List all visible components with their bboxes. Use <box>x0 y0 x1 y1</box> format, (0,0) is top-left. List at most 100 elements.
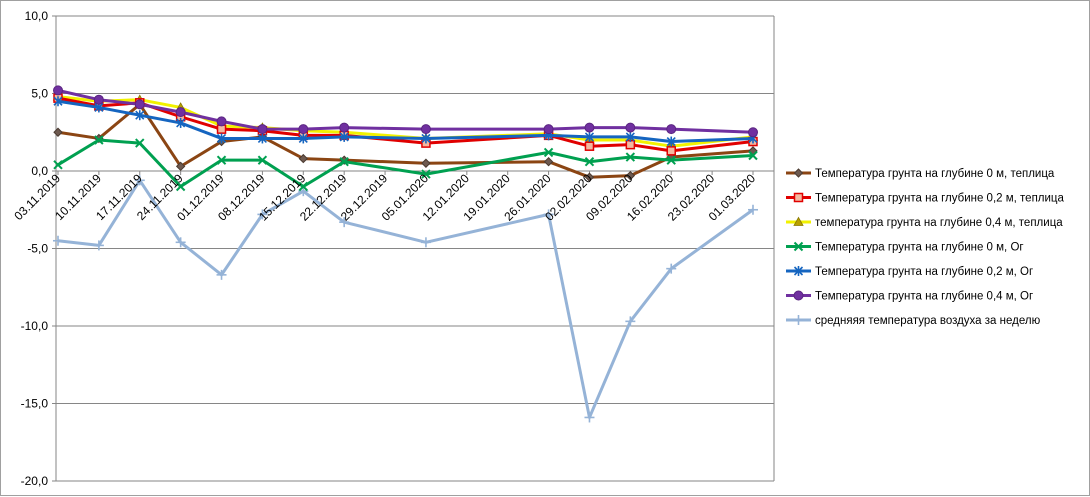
data-point <box>216 116 227 127</box>
data-point <box>53 160 63 170</box>
y-tick-label: -10,0 <box>21 319 49 333</box>
data-point <box>216 155 227 165</box>
legend-label: средняяя температура воздуха за неделю <box>815 315 1041 327</box>
data-point <box>93 240 104 251</box>
data-point <box>625 152 636 162</box>
data-point <box>666 136 676 147</box>
series-6 <box>53 85 758 138</box>
data-point <box>53 235 63 246</box>
data-point <box>175 181 186 192</box>
data-point <box>339 156 349 167</box>
data-point <box>543 156 554 167</box>
data-point <box>543 209 554 220</box>
y-tick-label: 10,0 <box>25 9 49 23</box>
series-lines <box>52 85 759 423</box>
data-point <box>421 158 431 168</box>
data-point <box>298 181 309 192</box>
data-point <box>298 153 309 164</box>
data-point <box>339 217 350 228</box>
series-line <box>57 95 754 148</box>
data-point <box>257 155 268 165</box>
data-point <box>53 96 63 107</box>
data-point <box>257 209 268 220</box>
data-point <box>134 175 145 186</box>
data-point <box>625 170 636 181</box>
legend-item: Температура грунта на глубине 0,4 м, Ог <box>786 290 1033 303</box>
data-point <box>748 150 758 161</box>
series-line <box>57 138 754 188</box>
legend-label: Температура грунта на глубине 0,4 м, Ог <box>815 291 1033 303</box>
data-point <box>420 124 431 135</box>
data-point <box>216 269 227 280</box>
data-point <box>176 117 186 128</box>
legend-label: Температура грунта на глубине 0,2 м, Ог <box>815 266 1033 278</box>
data-point <box>584 131 595 142</box>
data-point <box>543 124 554 135</box>
legend-label: Температура грунта на глубине 0,2 м, теп… <box>815 193 1065 205</box>
data-point <box>584 141 595 151</box>
gridlines <box>56 15 774 482</box>
data-point <box>625 316 636 327</box>
legend-marker <box>793 192 804 203</box>
data-point <box>298 124 309 135</box>
legend-item: Температура грунта на глубине 0,2 м, Ог <box>786 266 1033 278</box>
data-point <box>543 147 554 158</box>
data-point <box>584 412 595 423</box>
legend-item: средняяя температура воздуха за неделю <box>786 315 1041 327</box>
data-point <box>134 99 145 110</box>
data-point <box>339 131 349 142</box>
data-point <box>625 122 636 133</box>
data-point <box>135 138 145 148</box>
data-point <box>420 237 431 248</box>
data-point <box>748 127 758 138</box>
y-axis-tick-labels: 10,0 5,0 0,0 -5,0 -10,0 -15,0 -20,0 <box>21 9 49 488</box>
data-point <box>298 133 308 144</box>
data-point <box>175 161 186 172</box>
y-tick-label: 5,0 <box>31 87 48 101</box>
y-tick-label: 0,0 <box>31 164 48 178</box>
legend-label: Температура грунта на глубине 0 м, тепли… <box>815 168 1055 180</box>
legend-marker <box>793 168 804 178</box>
legend-item: Температура грунта на глубине 0 м, Ог <box>786 242 1024 254</box>
data-point <box>53 85 63 96</box>
data-point <box>339 122 350 133</box>
series-4 <box>53 135 758 192</box>
data-point <box>666 146 676 156</box>
y-tick-label: -15,0 <box>21 397 49 411</box>
data-point <box>257 133 267 144</box>
legend-marker <box>793 290 804 301</box>
data-point <box>421 169 431 179</box>
y-tick-label: -5,0 <box>27 242 48 256</box>
legend-marker <box>793 315 804 325</box>
legend-label: Температура грунта на глубине 0 м, Ог <box>815 242 1024 254</box>
y-tick-label: -20,0 <box>21 474 49 488</box>
series-line <box>57 88 754 134</box>
data-point <box>584 172 595 182</box>
data-point <box>257 124 268 135</box>
legend-marker <box>793 241 804 252</box>
series-line <box>57 178 754 419</box>
data-point <box>216 133 227 144</box>
legend: Температура грунта на глубине 0 м, тепли… <box>786 168 1065 327</box>
legend-item: температура грунта на глубине 0,4 м, теп… <box>786 216 1063 229</box>
legend-label: температура грунта на глубине 0,4 м, теп… <box>815 217 1063 229</box>
data-point <box>748 204 758 215</box>
series-line <box>57 99 754 144</box>
data-point <box>135 110 145 121</box>
data-point <box>53 127 63 137</box>
series-line <box>57 102 754 179</box>
data-point <box>666 263 677 274</box>
data-point <box>584 156 595 167</box>
data-point <box>93 94 104 105</box>
data-point <box>584 122 595 133</box>
legend-marker <box>793 216 804 226</box>
series-7 <box>53 175 758 423</box>
data-point <box>625 131 635 142</box>
data-point <box>175 107 186 118</box>
data-point <box>421 133 431 144</box>
data-point <box>666 124 677 135</box>
legend-item: Температура грунта на глубине 0 м, тепли… <box>786 168 1055 180</box>
legend-item: Температура грунта на глубине 0,2 м, теп… <box>786 193 1065 205</box>
